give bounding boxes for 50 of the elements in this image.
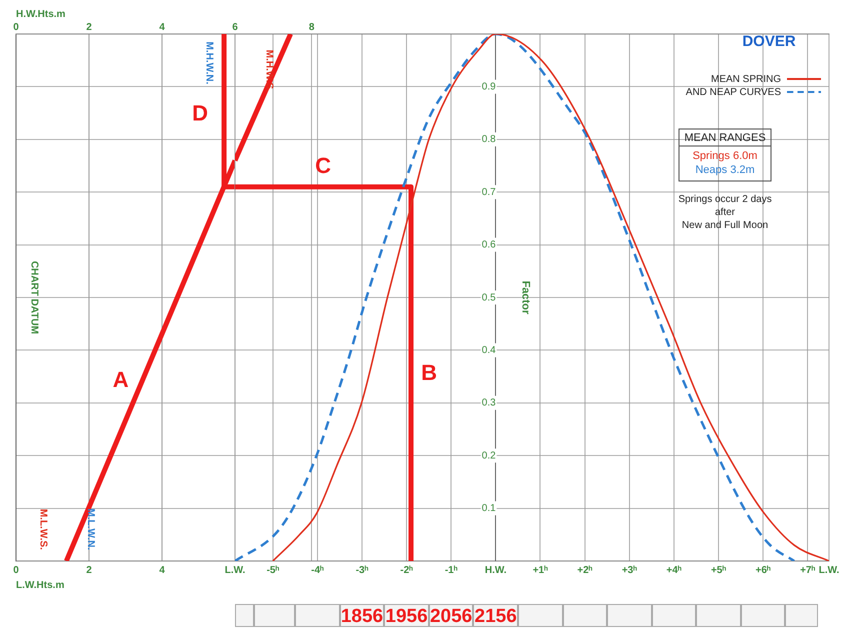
annotation: Springs 6.0m [692, 150, 758, 162]
series-label: A [112, 366, 129, 392]
chart-title: DOVER [742, 33, 796, 50]
y-tick-label: 0.2 [482, 450, 496, 462]
legend-label: MEAN SPRING [710, 74, 782, 85]
series-label: C [315, 152, 332, 178]
x-tick-label: -3ʰ [356, 564, 369, 576]
x-tick-label: +4ʰ [666, 564, 682, 576]
y-tick-label: 0.6 [482, 240, 496, 251]
x-tick-label: +1ʰ [532, 564, 548, 576]
x-tick-label: -4ʰ [311, 564, 324, 576]
y-tick-label: 0.4 [482, 344, 496, 356]
x-tick-label: +6ʰ [756, 564, 771, 576]
x-tick-label: 0 [13, 22, 20, 33]
x-tick-label: L.W. [818, 564, 840, 576]
x-axis-title: L.W.Hts.m [16, 580, 64, 591]
x-tick-label: -1ʰ [444, 564, 458, 576]
x-tick-label: 4 [159, 22, 166, 33]
y-tick-label: 0.1 [482, 503, 496, 514]
series-label: B [421, 360, 437, 385]
annotation: MEAN RANGES [684, 132, 766, 144]
x-tick-label: +2ʰ [577, 564, 593, 576]
x-tick-label: 2 [86, 22, 92, 33]
annotation: Springs occur 2 days [678, 194, 772, 205]
time-table: 1856 195620562156 [235, 604, 818, 627]
x-tick-label: +7ʰ [800, 564, 816, 576]
x-tick-label: H.W. [484, 564, 507, 576]
x-tick-label: +3ʰ [622, 564, 638, 576]
y-axis-title: Factor [520, 280, 532, 316]
annotation: M.L.W.N. [85, 508, 96, 550]
y-tick-label: 0.3 [482, 398, 496, 409]
annotation: M.L.W.S. [38, 508, 49, 550]
y-tick-label: 0.7 [482, 186, 496, 198]
x-tick-label: -5ʰ [266, 564, 280, 576]
annotation: after [714, 206, 736, 218]
annotation: M.H.W.N. [204, 42, 215, 85]
legend-label: AND NEAP CURVES [686, 86, 782, 98]
y-tick-label: 0.8 [482, 134, 496, 146]
x-tick-label: L.W. [224, 564, 246, 576]
x2-tick-label: 8 [308, 22, 315, 33]
annotation: New and Full Moon [682, 220, 768, 231]
x-tick-label: -2ʰ [400, 564, 414, 576]
x2-tick-label: 6 [232, 22, 238, 33]
annotation: CHART DATUM [28, 260, 40, 334]
series-label: D [192, 100, 208, 126]
x2-axis-title: H.W.Hts.m [16, 8, 66, 20]
annotation: Neaps 3.2m [695, 164, 755, 176]
x-tick-label: +5ʰ [710, 564, 726, 576]
y-tick-label: 0.5 [482, 292, 496, 304]
y-tick-label: 0.9 [482, 81, 496, 92]
